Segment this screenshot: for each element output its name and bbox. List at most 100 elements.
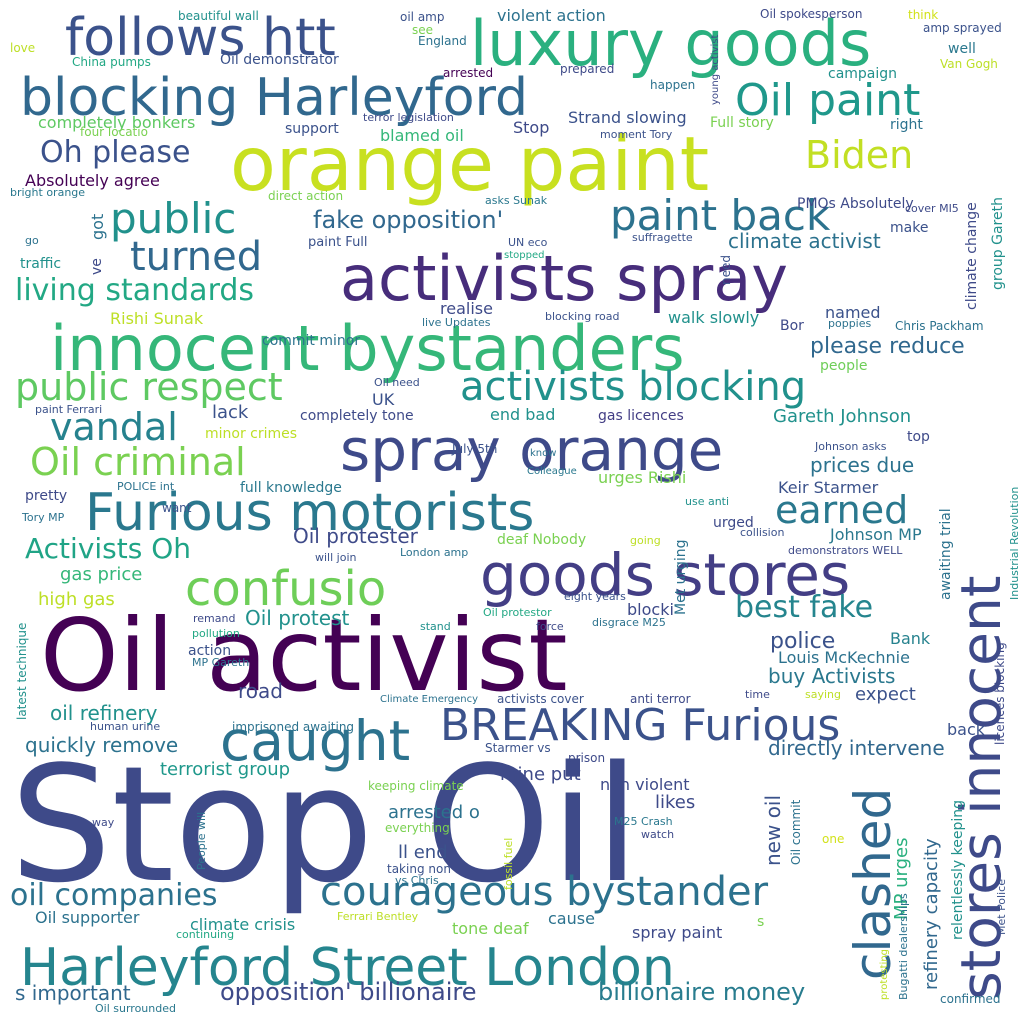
word: UN eco xyxy=(508,236,548,249)
word: saying xyxy=(805,688,841,701)
word: blocki xyxy=(627,600,674,619)
word: Oil spokesperson xyxy=(760,7,862,21)
word: MP urges xyxy=(891,838,912,920)
word: imprisoned awaiting xyxy=(232,720,354,734)
word: Oil protester xyxy=(293,524,419,548)
word: watch xyxy=(641,828,674,841)
word: activists cover xyxy=(497,692,584,706)
word: realise xyxy=(440,299,493,318)
word: pollution xyxy=(192,627,240,640)
word: everything xyxy=(385,821,450,835)
word: PMQs Absolutely xyxy=(797,196,914,212)
word: quickly remove xyxy=(25,733,178,757)
word: Bank xyxy=(890,629,931,648)
word: s important xyxy=(15,981,131,1005)
word: ll end xyxy=(398,842,448,863)
word: know xyxy=(530,448,556,459)
word: urges Rishi xyxy=(598,468,686,487)
word: arrested o xyxy=(388,802,480,823)
word: anti terror xyxy=(630,692,691,706)
word: completely bonkers xyxy=(38,113,195,132)
word: full knowledge xyxy=(240,480,342,496)
word: Full story xyxy=(710,115,774,131)
word: China pumps xyxy=(72,55,151,69)
word: vandal xyxy=(50,405,178,449)
word: will join xyxy=(315,551,357,564)
word: poppies xyxy=(828,317,872,330)
word: see xyxy=(412,23,433,37)
word: Oil protest xyxy=(245,606,349,630)
word: Oil paint xyxy=(735,75,920,126)
word: clashed xyxy=(844,788,902,980)
word: traffic xyxy=(20,256,61,272)
word: earned xyxy=(775,488,908,532)
word: Stop Oil xyxy=(10,731,639,918)
word: follows htt xyxy=(65,8,336,68)
word: deaf Nobody xyxy=(497,532,586,548)
word: action xyxy=(188,643,231,659)
word: urged xyxy=(713,515,754,531)
word: London amp xyxy=(400,546,468,559)
word: climate change xyxy=(964,202,980,310)
word: Oil criminal xyxy=(30,440,246,484)
word: spray paint xyxy=(632,923,722,942)
word: Oil need xyxy=(374,376,420,389)
word: police xyxy=(770,629,835,654)
word: want xyxy=(162,501,192,515)
word: Van Gogh xyxy=(940,57,998,71)
word: expect xyxy=(855,684,916,705)
word: mine put xyxy=(500,764,581,785)
word: relentlessly keeping xyxy=(950,800,966,940)
word: Oh please xyxy=(40,135,190,170)
word: direct action xyxy=(268,189,343,203)
word: lack xyxy=(212,402,249,423)
word: blocking road xyxy=(545,310,619,323)
word: Stop xyxy=(513,118,549,137)
word: Climate Emergency xyxy=(380,694,478,705)
word: gas price xyxy=(60,564,142,585)
word: four locatio xyxy=(80,125,148,139)
word: beautiful wall xyxy=(178,9,259,23)
word: Industrial Revolution xyxy=(1008,487,1021,600)
word: eight years xyxy=(564,590,626,603)
word: Met urging xyxy=(673,539,689,615)
word: high gas xyxy=(38,589,115,610)
word: public xyxy=(110,194,236,243)
word: POLICE int xyxy=(117,480,175,493)
word: confusio xyxy=(185,561,386,617)
word: courageous bystander xyxy=(320,869,769,915)
word: Oil surrounded xyxy=(95,1002,176,1015)
word: paint Ferrari xyxy=(35,403,102,416)
word: Oil protestor xyxy=(483,606,552,619)
word: well xyxy=(948,41,976,57)
word: prison xyxy=(568,751,605,765)
word: Louis McKechnie xyxy=(778,648,910,667)
word: Rishi Sunak xyxy=(110,309,204,328)
word: Furious motorists xyxy=(85,483,534,543)
word: moment Tory xyxy=(600,128,673,141)
word: activists spray xyxy=(340,242,788,315)
word: stores innocent xyxy=(949,576,1013,1000)
word: amp sprayed xyxy=(923,21,1002,35)
word: Johnson MP xyxy=(829,525,922,544)
word: climate crisis xyxy=(190,915,295,934)
word: Chris Packham xyxy=(895,319,984,333)
word: got xyxy=(88,214,107,240)
word: licences blocking xyxy=(993,642,1007,745)
word: taking non xyxy=(387,862,451,876)
word: fake opposition' xyxy=(313,206,503,234)
word: cause xyxy=(548,909,595,928)
word: demonstrators WELL xyxy=(788,544,903,557)
word: live Updates xyxy=(422,316,491,329)
word: opposition' billionaire xyxy=(220,978,477,1006)
word: activists blocking xyxy=(460,364,806,410)
word: back xyxy=(947,720,986,739)
word: Activists Oh xyxy=(25,532,191,565)
word: oil companies xyxy=(10,878,218,913)
word: walk slowly xyxy=(668,308,759,327)
word: likes xyxy=(655,792,695,813)
word: protesting xyxy=(879,949,890,1000)
word: Starmer vs xyxy=(485,741,551,755)
word: Biden xyxy=(805,133,913,177)
